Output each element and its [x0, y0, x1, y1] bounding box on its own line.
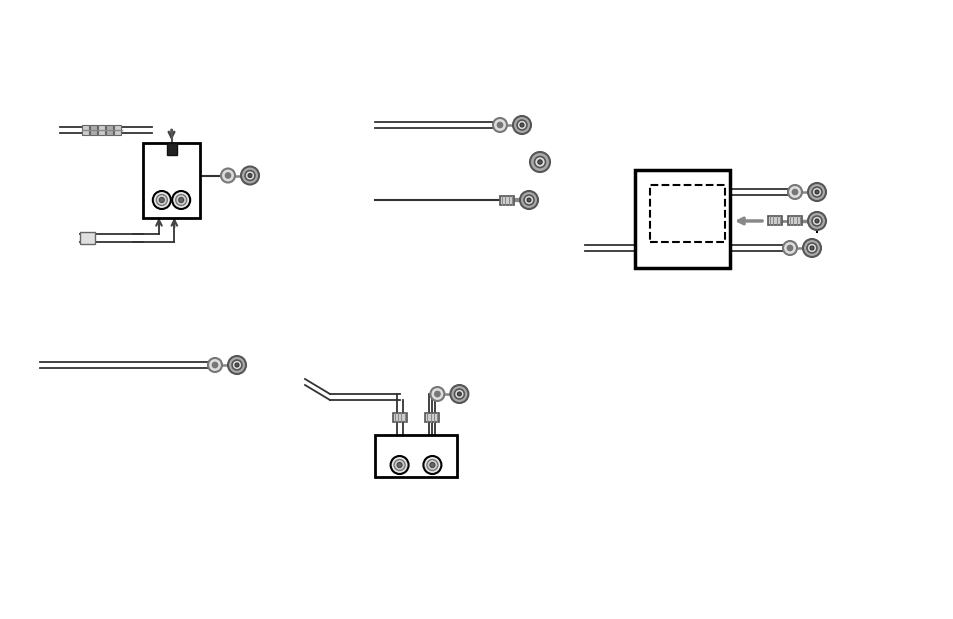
Circle shape [213, 362, 217, 368]
Bar [90, 125, 97, 135]
Circle shape [423, 456, 441, 474]
Circle shape [806, 243, 816, 253]
Bar [787, 217, 801, 225]
Circle shape [493, 118, 506, 132]
Circle shape [390, 456, 408, 474]
Circle shape [430, 387, 444, 401]
Circle shape [228, 356, 246, 374]
Circle shape [221, 168, 234, 183]
Circle shape [792, 189, 797, 194]
Circle shape [156, 194, 167, 206]
Bar [106, 125, 112, 135]
Bar [767, 217, 781, 225]
Circle shape [450, 385, 468, 403]
Circle shape [178, 197, 184, 202]
Circle shape [426, 459, 437, 470]
Circle shape [537, 160, 541, 164]
Circle shape [802, 239, 821, 257]
Bar [82, 125, 89, 135]
Circle shape [811, 187, 821, 197]
Circle shape [530, 152, 550, 172]
Circle shape [807, 183, 825, 201]
Bar [393, 412, 406, 422]
Circle shape [814, 219, 818, 223]
Circle shape [809, 246, 813, 250]
Circle shape [152, 191, 171, 209]
Circle shape [241, 167, 258, 184]
Circle shape [172, 191, 190, 209]
Circle shape [519, 191, 537, 209]
Circle shape [814, 190, 818, 194]
Circle shape [454, 389, 464, 399]
Circle shape [513, 116, 531, 134]
Bar [375, 435, 456, 477]
Bar [98, 125, 105, 135]
Circle shape [782, 241, 796, 255]
Circle shape [519, 123, 523, 127]
Bar [80, 232, 95, 244]
Circle shape [225, 173, 231, 178]
Circle shape [526, 198, 531, 202]
Bar [425, 412, 439, 422]
Bar [143, 143, 200, 218]
Circle shape [523, 195, 534, 205]
Circle shape [497, 123, 502, 128]
Circle shape [396, 462, 401, 467]
Circle shape [786, 245, 792, 251]
Circle shape [517, 120, 526, 130]
Bar [113, 125, 121, 135]
Circle shape [159, 197, 164, 202]
Circle shape [534, 157, 545, 168]
Bar [167, 143, 176, 155]
Bar [649, 185, 724, 242]
Circle shape [430, 462, 435, 467]
Circle shape [394, 459, 405, 470]
Bar [499, 196, 514, 204]
Circle shape [245, 171, 254, 181]
Circle shape [456, 392, 461, 396]
Circle shape [234, 363, 239, 367]
Circle shape [435, 391, 439, 397]
Circle shape [787, 185, 801, 199]
Bar [635, 170, 729, 268]
Circle shape [232, 360, 242, 370]
Circle shape [208, 358, 222, 372]
Circle shape [175, 194, 187, 206]
Circle shape [248, 173, 252, 178]
Circle shape [811, 216, 821, 226]
Circle shape [807, 212, 825, 230]
